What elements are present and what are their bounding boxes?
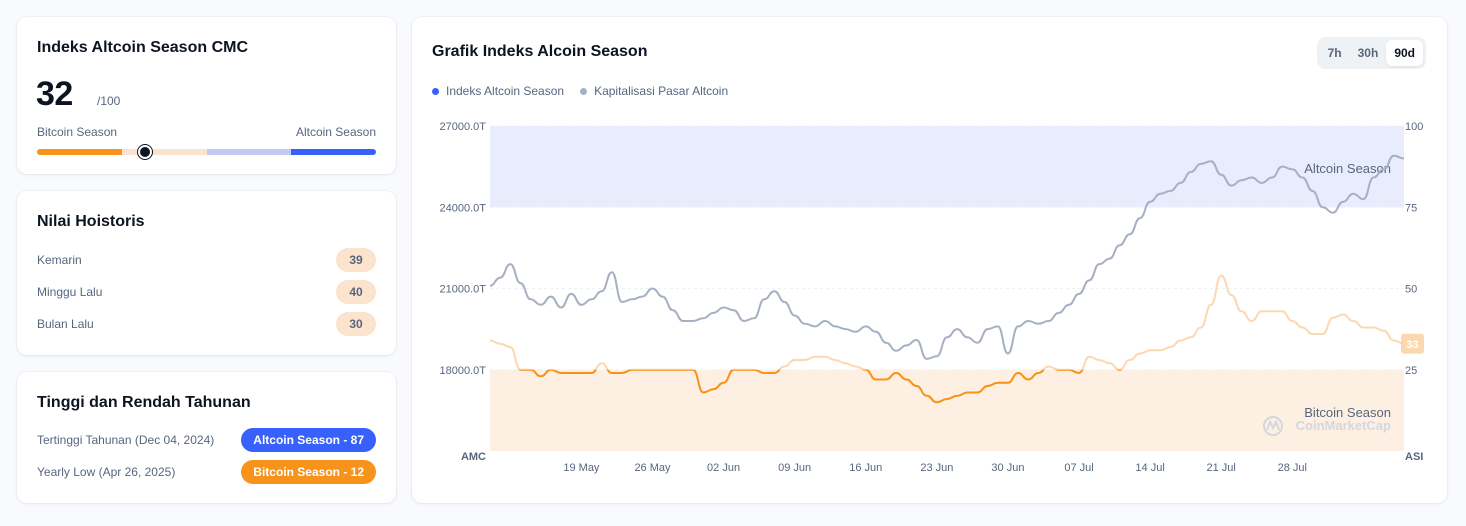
- historical-row: Minggu Lalu 40: [37, 280, 376, 304]
- x-tick-label: 21 Jul: [1207, 462, 1236, 474]
- chart-legend: Indeks Altcoin Season Kapitalisasi Pasar…: [432, 84, 728, 98]
- x-tick-label: 30 Jun: [991, 462, 1024, 474]
- y-right-tick-label: 25: [1405, 365, 1417, 377]
- tab-30h[interactable]: 30h: [1357, 46, 1379, 60]
- altcoin-season-zone: [490, 126, 1404, 208]
- yearly-row: Tertinggi Tahunan (Dec 04, 2024) Altcoin…: [37, 428, 376, 452]
- bitcoin-season-zone-label: Bitcoin Season: [1304, 405, 1391, 420]
- altcoin-index-card: Indeks Altcoin Season CMC 32 /100 Bitcoi…: [17, 17, 396, 174]
- season-gauge: [37, 149, 376, 155]
- historical-row: Bulan Lalu 30: [37, 312, 376, 336]
- card-title: Nilai Hoistoris: [37, 213, 145, 230]
- legend-item-index[interactable]: Indeks Altcoin Season: [432, 84, 564, 98]
- y-left-tick-label: 27000.0T: [440, 121, 487, 133]
- y-left-tick-label: 18000.0T: [440, 365, 487, 377]
- y-right-tick-label: 75: [1405, 202, 1417, 214]
- current-value-label: 33: [1406, 339, 1418, 351]
- legend-label: Indeks Altcoin Season: [446, 84, 565, 98]
- yearly-label-text: Tertinggi Tahunan: [37, 433, 132, 447]
- coinmarketcap-logo-icon: [1263, 416, 1283, 436]
- index-value: 32: [36, 75, 73, 113]
- card-title: Indeks Altcoin Season CMC: [37, 39, 248, 56]
- gauge-segment-altcoin-light: [206, 149, 292, 155]
- historical-row: Kemarin 39: [37, 248, 376, 272]
- yearly-row: Yearly Low (Apr 26, 2025) Bitcoin Season…: [37, 460, 376, 484]
- x-tick-label: 23 Jun: [920, 462, 953, 474]
- yearly-label: Yearly Low (Apr 26, 2025): [37, 465, 175, 479]
- tab-7h[interactable]: 7h: [1327, 46, 1342, 60]
- y-left-tick-label: 24000.0T: [440, 202, 487, 214]
- bitcoin-season-label: Bitcoin Season: [37, 125, 118, 139]
- yearly-high-low-card: Tinggi dan Rendah Tahunan Tertinggi Tahu…: [17, 372, 396, 503]
- timeframe-tabs: 7h 30h 90d: [1316, 37, 1426, 69]
- legend-item-marketcap[interactable]: Kapitalisasi Pasar Altcoin: [580, 84, 728, 98]
- current-value-badge: [1401, 333, 1424, 354]
- historical-label: Kemarin: [37, 253, 82, 267]
- y-left-tick-label: 21000.0T: [440, 284, 487, 296]
- historical-value-badge: 30: [336, 312, 376, 336]
- card-title: Tinggi dan Rendah Tahunan: [37, 394, 251, 411]
- chart-title: Grafik Indeks Alcoin Season: [432, 43, 648, 60]
- legend-label: Kapitalisasi Pasar Altcoin: [594, 84, 729, 98]
- series-line-market-cap: [489, 154, 1405, 360]
- yearly-date: (Apr 26, 2025): [98, 465, 176, 479]
- legend-dot-icon: [432, 87, 439, 95]
- yearly-label-text: Yearly Low: [37, 465, 96, 479]
- yearly-date: (Dec 04, 2024): [134, 433, 215, 447]
- gauge-indicator: [138, 145, 153, 159]
- historical-value-badge: 40: [336, 280, 376, 304]
- x-tick-label: 28 Jul: [1278, 462, 1307, 474]
- x-tick-label: 02 Jun: [707, 462, 740, 474]
- gauge-segment-altcoin: [291, 149, 376, 155]
- bitcoin-season-zone: [490, 369, 1404, 451]
- yearly-label: Tertinggi Tahunan (Dec 04, 2024): [37, 433, 214, 447]
- tab-90d[interactable]: 90d: [1386, 40, 1423, 66]
- coinmarketcap-logo-icon: [1266, 419, 1280, 431]
- x-tick-label: 14 Jul: [1135, 462, 1164, 474]
- yearly-high-badge: Altcoin Season - 87: [241, 428, 376, 452]
- historical-label: Bulan Lalu: [37, 317, 94, 331]
- altcoin-season-chart: 27000.0T 24000.0T 21000.0T 18000.0T 100 75 50 2…: [440, 121, 1424, 474]
- x-tick-label: 19 May: [563, 462, 600, 474]
- x-tick-label: 09 Jun: [778, 462, 811, 474]
- gauge-segment-bitcoin: [37, 149, 122, 155]
- y-right-tick-label: 50: [1405, 284, 1417, 296]
- legend-dot-icon: [580, 87, 588, 95]
- historical-value-badge: 39: [336, 248, 376, 272]
- altcoin-season-label: Altcoin Season: [295, 125, 376, 139]
- y-left-axis-title: AMC: [461, 451, 486, 463]
- gauge-segment-bitcoin-light: [121, 149, 207, 155]
- chart-card: Grafik Indeks Alcoin Season 7h 30h 90d I…: [412, 17, 1447, 503]
- x-tick-label: 26 May: [634, 462, 671, 474]
- x-tick-label: 07 Jul: [1064, 462, 1093, 474]
- historical-label: Minggu Lalu: [37, 285, 103, 299]
- historical-values-card: Nilai Hoistoris Kemarin 39 Minggu Lalu 4…: [17, 191, 396, 355]
- index-max: /100: [97, 94, 121, 108]
- watermark-text: CoinMarketCap: [1296, 418, 1391, 433]
- y-right-axis-title: ASI: [1405, 451, 1423, 463]
- y-right-tick-label: 100: [1405, 121, 1423, 133]
- yearly-low-badge: Bitcoin Season - 12: [241, 460, 376, 484]
- x-tick-label: 16 Jun: [849, 462, 882, 474]
- series-line-index-bitcoin-zone: [518, 369, 1123, 404]
- altcoin-season-zone-label: Altcoin Season: [1304, 161, 1391, 176]
